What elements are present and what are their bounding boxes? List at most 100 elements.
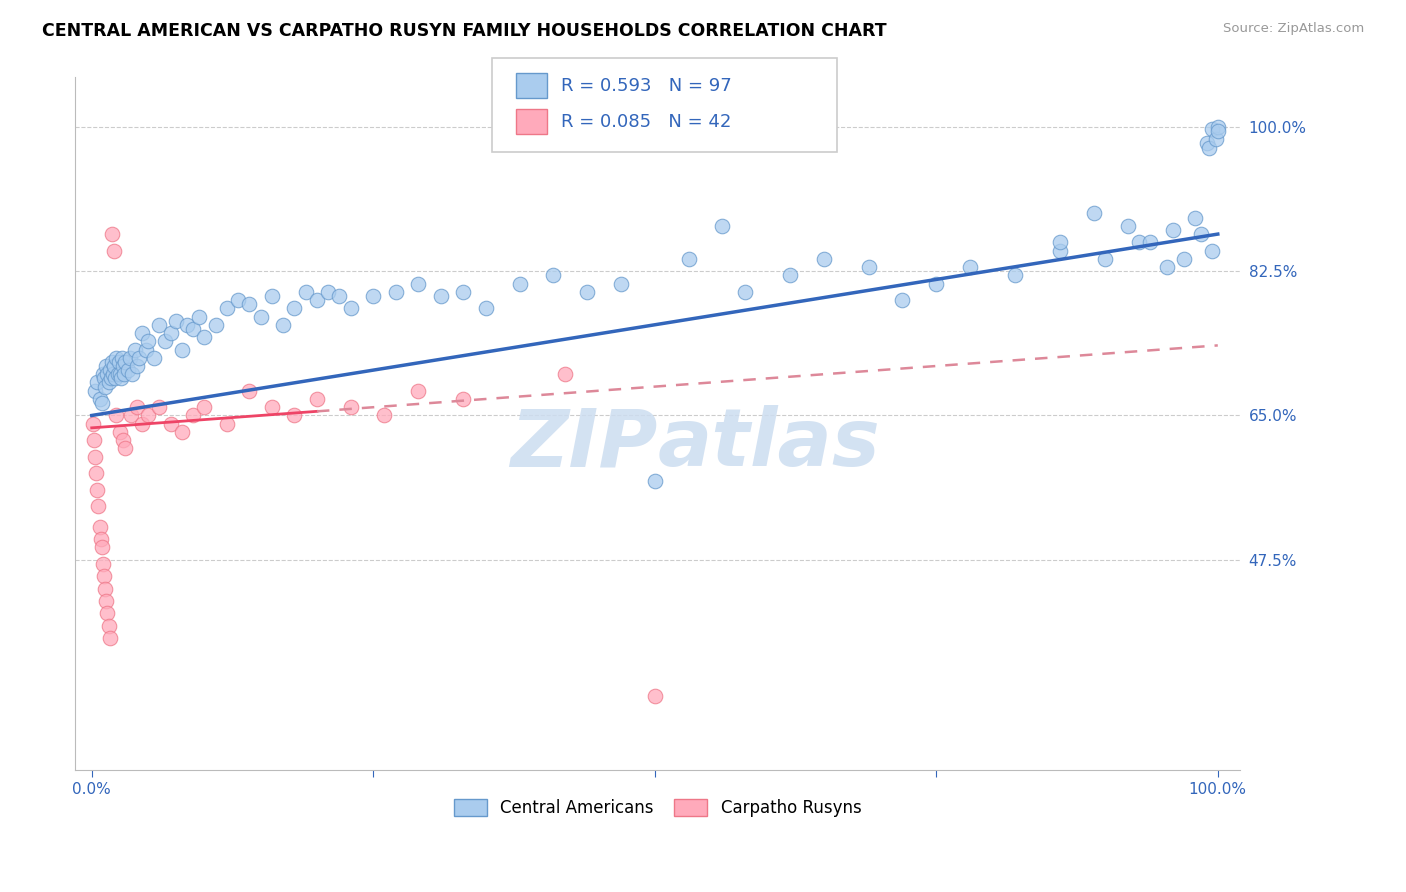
- Point: [678, 252, 700, 266]
- Point: [90, 532, 112, 546]
- Text: R = 0.593   N = 97: R = 0.593 N = 97: [561, 77, 731, 95]
- Point: [135, 343, 157, 357]
- Point: [82, 417, 104, 431]
- Point: [187, 310, 209, 324]
- Point: [734, 285, 756, 299]
- Point: [121, 368, 143, 382]
- Point: [107, 355, 129, 369]
- Point: [84, 466, 107, 480]
- Point: [1083, 206, 1105, 220]
- Point: [84, 384, 107, 398]
- Point: [238, 384, 260, 398]
- Text: Source: ZipAtlas.com: Source: ZipAtlas.com: [1223, 22, 1364, 36]
- Point: [204, 318, 226, 332]
- Point: [1189, 227, 1212, 241]
- Point: [1156, 260, 1178, 274]
- Point: [373, 409, 395, 423]
- Point: [170, 425, 193, 439]
- Point: [260, 289, 283, 303]
- Point: [117, 363, 139, 377]
- Point: [1128, 235, 1150, 250]
- Point: [305, 293, 328, 307]
- Point: [294, 285, 316, 299]
- Text: CENTRAL AMERICAN VS CARPATHO RUSYN FAMILY HOUSEHOLDS CORRELATION CHART: CENTRAL AMERICAN VS CARPATHO RUSYN FAMIL…: [42, 22, 887, 40]
- Point: [644, 689, 666, 703]
- Point: [176, 318, 198, 332]
- Point: [131, 417, 153, 431]
- Point: [86, 376, 108, 390]
- Point: [108, 425, 131, 439]
- Point: [576, 285, 599, 299]
- Point: [136, 409, 159, 423]
- Point: [93, 371, 115, 385]
- Point: [98, 363, 121, 377]
- Point: [112, 368, 135, 382]
- Point: [128, 351, 150, 365]
- Point: [98, 631, 121, 645]
- Point: [475, 301, 498, 316]
- Point: [1184, 211, 1206, 225]
- Point: [1139, 235, 1161, 250]
- Point: [91, 557, 114, 571]
- Point: [891, 293, 914, 307]
- Point: [1195, 136, 1218, 151]
- Point: [103, 359, 125, 373]
- Point: [959, 260, 981, 274]
- Point: [91, 368, 114, 382]
- Point: [1049, 235, 1071, 250]
- Point: [105, 409, 128, 423]
- Point: [125, 359, 148, 373]
- Point: [215, 301, 238, 316]
- Point: [170, 343, 193, 357]
- Point: [1116, 219, 1139, 233]
- Point: [96, 607, 118, 621]
- Point: [406, 277, 429, 291]
- Point: [124, 343, 146, 357]
- Legend: Central Americans, Carpatho Rusyns: Central Americans, Carpatho Rusyns: [447, 792, 868, 824]
- Point: [86, 483, 108, 497]
- Point: [1049, 244, 1071, 258]
- Point: [94, 582, 117, 596]
- Point: [453, 392, 475, 406]
- Point: [153, 334, 176, 349]
- Point: [1205, 132, 1227, 146]
- Point: [148, 318, 170, 332]
- Point: [1206, 124, 1229, 138]
- Point: [148, 401, 170, 415]
- Point: [101, 227, 124, 241]
- Point: [1173, 252, 1195, 266]
- Point: [1201, 244, 1223, 258]
- Point: [283, 301, 305, 316]
- Point: [101, 355, 124, 369]
- Point: [90, 541, 112, 555]
- Point: [193, 330, 215, 344]
- Point: [125, 401, 148, 415]
- Point: [249, 310, 271, 324]
- Point: [361, 289, 384, 303]
- Point: [430, 289, 453, 303]
- Point: [316, 285, 339, 299]
- Point: [96, 359, 118, 373]
- Point: [104, 371, 127, 385]
- Point: [110, 371, 132, 385]
- Point: [159, 417, 181, 431]
- Point: [136, 334, 159, 349]
- Point: [97, 618, 120, 632]
- Point: [96, 594, 118, 608]
- Text: R = 0.085   N = 42: R = 0.085 N = 42: [561, 113, 731, 131]
- Point: [260, 401, 283, 415]
- Point: [142, 351, 165, 365]
- Point: [339, 401, 361, 415]
- Point: [111, 351, 134, 365]
- Point: [131, 326, 153, 340]
- Point: [610, 277, 633, 291]
- Point: [97, 376, 120, 390]
- Point: [83, 434, 105, 448]
- Point: [226, 293, 249, 307]
- Point: [339, 301, 361, 316]
- Point: [90, 396, 112, 410]
- Point: [858, 260, 880, 274]
- Point: [101, 368, 124, 382]
- Text: atlas: atlas: [658, 406, 880, 483]
- Point: [108, 368, 131, 382]
